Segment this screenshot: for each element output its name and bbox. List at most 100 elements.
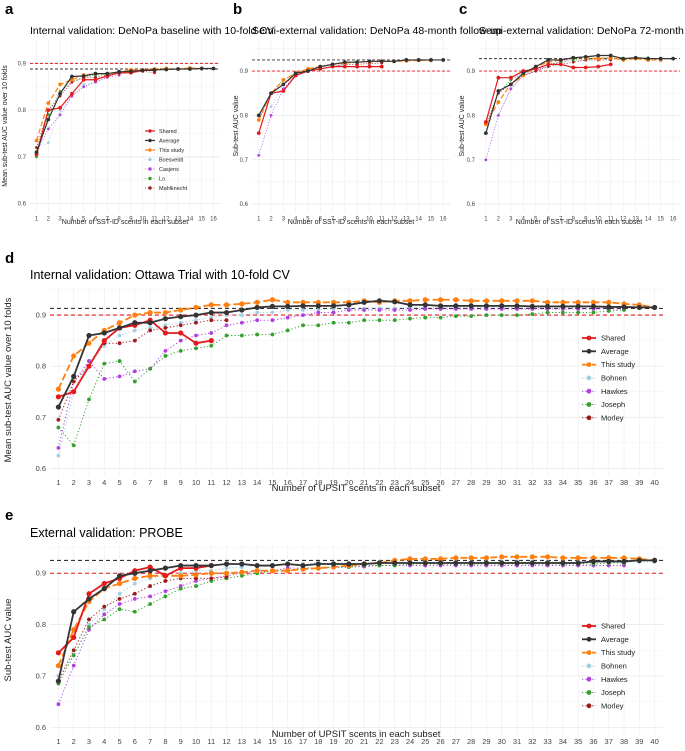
legend-key-point: [586, 415, 592, 421]
data-point: [651, 557, 658, 564]
data-point: [606, 304, 612, 310]
data-point: [483, 555, 490, 561]
x-tick-label: 28: [467, 737, 475, 746]
series-line: [258, 59, 444, 116]
data-point: [571, 55, 576, 60]
data-point: [81, 74, 86, 78]
x-tick-label: 10: [595, 217, 602, 223]
legend-key-point: [586, 623, 592, 629]
data-point: [583, 54, 588, 59]
data-point: [208, 302, 214, 308]
data-point: [116, 325, 123, 331]
legend-key-point: [586, 703, 592, 709]
data-point: [58, 105, 62, 110]
x-tick-label: 22: [375, 737, 383, 746]
data-point: [499, 313, 504, 317]
y-axis-label: Mean sub-test AUC value over 10 folds: [2, 65, 9, 187]
data-point: [590, 303, 597, 310]
data-point: [441, 58, 446, 62]
data-point: [529, 298, 535, 304]
data-point: [132, 570, 138, 576]
x-tick-label: 8: [117, 217, 121, 223]
x-tick-label: 4: [102, 737, 106, 746]
data-point: [671, 56, 676, 61]
series-line: [57, 298, 655, 390]
plot-area: [50, 287, 663, 476]
data-point: [453, 297, 459, 303]
chart-title: Semi-external validation: DeNoPa 48-mont…: [252, 25, 502, 37]
data-point: [407, 556, 413, 562]
data-point: [496, 100, 501, 105]
x-tick-label: 17: [299, 737, 307, 746]
data-point: [606, 555, 612, 561]
data-point: [346, 320, 351, 325]
x-tick-label: 29: [482, 478, 490, 487]
data-point: [55, 663, 62, 669]
x-tick-label: 31: [513, 737, 521, 746]
data-point: [69, 74, 74, 79]
data-point: [86, 332, 92, 339]
x-tick-label: 33: [543, 737, 551, 746]
data-point: [163, 579, 168, 583]
data-point: [590, 299, 597, 305]
x-tick-label: 34: [559, 737, 567, 746]
data-point: [377, 318, 382, 323]
data-point: [330, 303, 337, 309]
data-point: [330, 299, 337, 305]
data-point: [468, 303, 474, 309]
panel-label: b: [233, 1, 242, 18]
data-point: [211, 66, 216, 71]
data-point: [529, 554, 535, 560]
legend-key-point: [586, 402, 592, 407]
data-point: [285, 315, 290, 320]
data-point: [129, 69, 133, 74]
data-point: [102, 361, 107, 366]
x-tick-label: 12: [222, 478, 230, 487]
data-point: [392, 59, 396, 64]
x-tick-label: 38: [620, 478, 628, 487]
legend-label: Shared: [159, 129, 177, 135]
x-tick-label: 39: [635, 737, 643, 746]
data-point: [105, 71, 110, 76]
data-point: [209, 343, 214, 348]
y-tick-label: 0.6: [36, 464, 46, 473]
chart-title: Semi-external validation: DeNoPa 72-mont…: [479, 25, 685, 37]
data-point: [239, 561, 245, 567]
x-tick-label: 6: [133, 478, 137, 487]
data-point: [453, 314, 458, 319]
data-point: [116, 320, 123, 326]
data-point: [148, 366, 153, 371]
legend-key-point: [148, 167, 152, 171]
data-point: [575, 303, 581, 310]
data-point: [209, 576, 214, 581]
data-point: [281, 78, 286, 82]
data-point: [71, 379, 76, 384]
data-point: [178, 307, 184, 313]
legend: Shared Average This study Bohnen Hawkes Josep…: [582, 334, 635, 422]
data-point: [239, 320, 244, 325]
data-point: [117, 597, 122, 601]
legend-key-point: [586, 650, 592, 655]
data-point: [514, 298, 520, 304]
x-tick-label: 15: [428, 217, 435, 223]
data-point: [224, 318, 229, 323]
data-point: [429, 58, 433, 62]
data-point: [496, 114, 500, 117]
x-tick-label: 12: [163, 217, 170, 223]
data-point: [56, 417, 61, 422]
data-point: [544, 560, 551, 566]
x-axis-label: Number of SST-ID scents in each subset: [516, 219, 642, 226]
x-tick-label: 21: [360, 737, 368, 746]
data-point: [316, 310, 321, 315]
legend-label: Casjens: [159, 167, 179, 173]
data-point: [269, 114, 273, 117]
data-point: [591, 310, 596, 315]
data-point: [152, 68, 157, 72]
data-point: [208, 309, 214, 316]
data-point: [546, 62, 551, 67]
data-point: [515, 313, 519, 317]
data-point: [239, 573, 244, 578]
data-point: [558, 62, 563, 67]
data-point: [575, 299, 581, 305]
